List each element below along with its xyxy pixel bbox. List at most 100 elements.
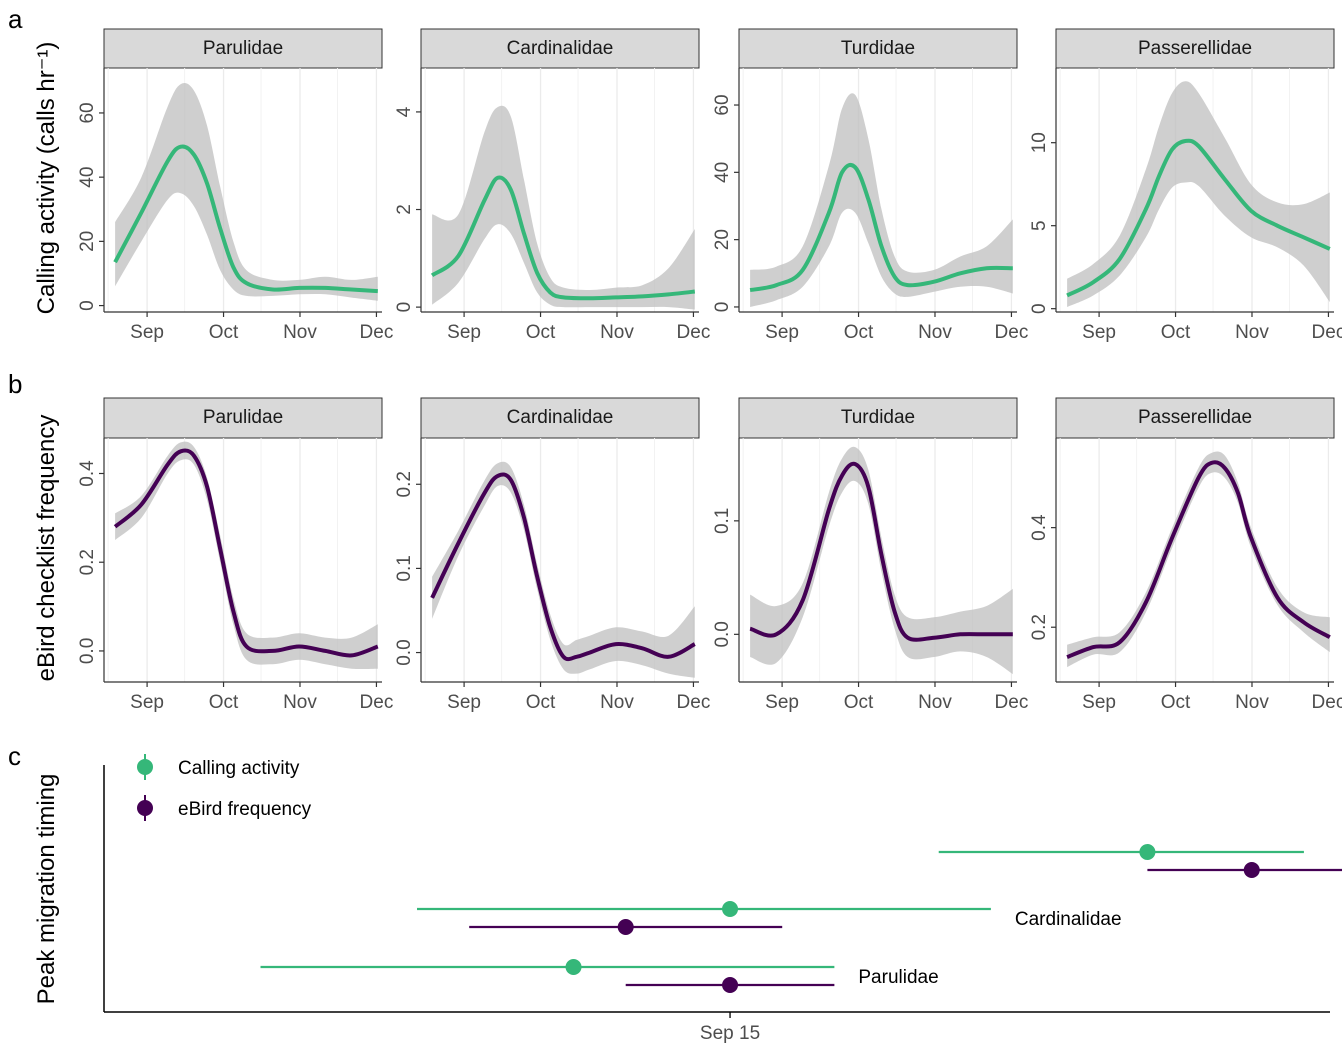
x-tick-label: Oct: [209, 322, 239, 343]
y-tick-label: 20: [712, 229, 733, 250]
panel-c: Sep 15Oct 01Oct 15PasserellidaeTurdidaeC…: [103, 754, 1342, 1044]
x-tick-label: Sep: [1082, 322, 1116, 343]
x-tick-label: Nov: [918, 692, 952, 713]
confidence-ribbon: [115, 441, 378, 670]
facet-strip: [1055, 28, 1335, 69]
row-parulidae: Parulidae: [260, 959, 939, 993]
facet-parulidae: Parulidae 0 20 40 60 Sep Oct Nov Dec: [77, 28, 394, 343]
confidence-ribbon: [1067, 451, 1330, 668]
x-tick-label: Sep: [130, 322, 164, 343]
x-tick-label: Dec: [360, 692, 394, 713]
ebird-peak-point: [617, 919, 634, 935]
y-tick-label: 0: [77, 300, 98, 311]
x-tick-label: Oct: [844, 322, 874, 343]
calling-peak-point: [722, 901, 739, 917]
x-tick-label: Dec: [995, 322, 1029, 343]
panel-tag-b: b: [8, 369, 22, 399]
x-tick-label: Oct: [526, 692, 556, 713]
facet-title: Passerellidae: [1138, 38, 1252, 59]
mean-line: [113, 448, 379, 658]
y-tick-label: 60: [77, 102, 98, 123]
x-tick-label: Nov: [600, 322, 634, 343]
mean-line: [430, 472, 696, 662]
ebird-peak-point: [1243, 862, 1260, 878]
facet-strip: [420, 28, 700, 69]
x-tick-label: Sep: [447, 692, 481, 713]
facet-title: Passerellidae: [1138, 407, 1252, 428]
y-tick-label: 0.2: [394, 471, 415, 497]
x-tick-label: Oct: [1161, 322, 1191, 343]
y-tick-label: 0: [712, 302, 733, 313]
y-tick-label: 20: [77, 231, 98, 252]
y-tick-label: 10: [1029, 132, 1050, 153]
x-tick-label: Dec: [1312, 322, 1342, 343]
y-tick-label: 0.4: [77, 460, 98, 487]
facet-turdidae: Turdidae 0.0 0.1 Sep Oct Nov Dec: [712, 397, 1029, 713]
x-tick-label: Oct: [844, 692, 874, 713]
ebird-peak-point: [722, 977, 739, 993]
facet-parulidae: Parulidae 0.0 0.2 0.4 Sep Oct Nov Dec: [77, 397, 394, 713]
confidence-ribbon: [1067, 81, 1330, 307]
facet-title: Turdidae: [841, 38, 915, 59]
y-tick-label: 60: [712, 94, 733, 115]
x-tick-label: Nov: [283, 692, 317, 713]
x-tick-label: Dec: [1312, 692, 1342, 713]
y-tick-label: 0.2: [1029, 614, 1050, 640]
x-tick-label: Nov: [1235, 692, 1269, 713]
y-tick-label: 40: [712, 162, 733, 183]
x-tick-label: Sep 15: [700, 1023, 760, 1044]
x-tick-label: Sep: [765, 322, 799, 343]
facet-title: Parulidae: [203, 407, 283, 428]
mean-line: [113, 144, 378, 294]
panel-c-ylabel: Peak migration timing: [33, 774, 60, 1005]
calling-peak-point: [1139, 844, 1156, 860]
facet-turdidae: Turdidae 0 20 40 60 Sep Oct Nov Dec: [712, 28, 1029, 343]
panel-b-ylabel: eBird checklist frequency: [33, 415, 60, 682]
x-tick-label: Nov: [283, 322, 317, 343]
y-tick-label: 0.1: [712, 508, 733, 534]
legend-item-ebird: eBird frequency: [137, 795, 312, 821]
legend-label: eBird frequency: [178, 799, 312, 820]
row-turdidae: Turdidae: [938, 844, 1342, 878]
x-tick-label: Oct: [209, 692, 239, 713]
x-tick-label: Oct: [526, 322, 556, 343]
x-tick-label: Sep: [447, 322, 481, 343]
x-tick-label: Nov: [918, 322, 952, 343]
facet-strip: [738, 397, 1018, 439]
panel-tag-a: a: [8, 4, 23, 34]
facet-strip: [420, 397, 700, 439]
y-tick-label: 40: [77, 167, 98, 188]
x-tick-label: Oct: [1161, 692, 1191, 713]
calling-peak-point: [565, 959, 582, 975]
x-tick-label: Sep: [130, 692, 164, 713]
mean-line: [1066, 138, 1331, 298]
x-tick-label: Dec: [360, 322, 394, 343]
y-tick-label: 0.4: [1029, 514, 1050, 541]
confidence-ribbon: [115, 82, 378, 301]
x-tick-label: Nov: [600, 692, 634, 713]
facet-strip: [103, 397, 383, 439]
x-tick-label: Nov: [1235, 322, 1269, 343]
x-tick-label: Sep: [765, 692, 799, 713]
x-tick-label: Dec: [995, 692, 1029, 713]
facet-strip: [103, 28, 383, 69]
y-tick-label: 5: [1029, 220, 1050, 231]
legend-label: Calling activity: [178, 758, 300, 779]
x-tick-label: Dec: [677, 322, 711, 343]
family-label: Cardinalidae: [1015, 909, 1122, 930]
facet-passerellidae: Passerellidae 0 5 10 Sep Oct Nov Dec: [1029, 28, 1342, 343]
facet-title: Parulidae: [203, 38, 283, 59]
facet-cardinalidae: Cardinalidae 0 2 4 Sep Oct Nov Dec: [394, 28, 711, 343]
y-tick-label: 0.2: [77, 549, 98, 575]
x-tick-label: Dec: [677, 692, 711, 713]
legend-item-calling: Calling activity: [137, 754, 300, 780]
facet-passerellidae: Passerellidae 0.2 0.4 Sep Oct Nov Dec: [1029, 397, 1342, 713]
x-tick-label: Sep: [1082, 692, 1116, 713]
y-tick-label: 0: [1029, 303, 1050, 314]
family-label: Parulidae: [858, 967, 938, 988]
mean-line: [749, 461, 1013, 642]
confidence-ribbon: [432, 105, 695, 310]
